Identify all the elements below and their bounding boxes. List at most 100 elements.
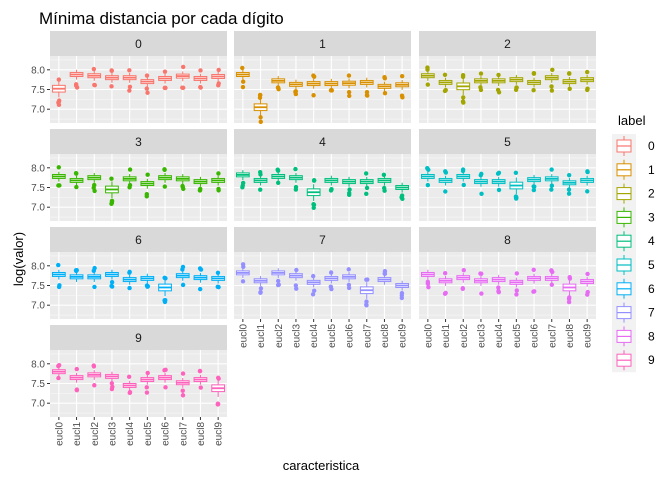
outlier-point [216, 171, 221, 176]
boxplot-eucl0 [51, 362, 66, 381]
boxplot-eucl1 [438, 169, 453, 194]
boxplot-eucl0 [420, 269, 435, 290]
boxplot-eucl5 [140, 172, 155, 199]
boxplot-eucl9 [211, 375, 226, 407]
boxplot-eucl5 [324, 270, 339, 292]
x-tick-label: eucl8 [196, 422, 207, 446]
outlier-point [461, 182, 466, 188]
outlier-point [275, 278, 281, 284]
outlier-point [162, 184, 168, 189]
facet-strip [419, 31, 596, 56]
outlier-point [56, 102, 62, 108]
outlier-point [364, 90, 370, 95]
outlier-point [399, 295, 405, 301]
outlier-point [567, 86, 572, 92]
y-tick-label: 8.0 [31, 65, 45, 76]
outlier-point [566, 191, 572, 196]
outlier-point [311, 73, 316, 78]
outlier-point [550, 269, 555, 275]
outlier-point [162, 368, 167, 373]
outlier-point [57, 283, 62, 288]
legend-item: 1 [612, 157, 655, 182]
facet-strip [234, 31, 411, 56]
boxplot-eucl0 [235, 262, 250, 284]
boxplot-eucl6 [158, 275, 172, 305]
outlier-point [347, 190, 352, 196]
outlier-point [310, 292, 316, 297]
x-tick-label: eucl4 [494, 324, 505, 348]
facet-panel: 2 [419, 31, 596, 123]
outlier-point [496, 285, 501, 290]
outlier-point [382, 188, 387, 193]
facet-strip-label: 4 [319, 135, 326, 149]
boxplot-eucl2 [456, 72, 471, 105]
facet-panel: 0 7.0 7.5 8.0 [31, 31, 227, 123]
boxplot-eucl3 [474, 171, 488, 196]
outlier-point [531, 88, 536, 93]
outlier-point [109, 201, 114, 206]
outlier-point [180, 393, 186, 398]
boxplot-eucl6 [342, 267, 356, 291]
x-axis-title: caracteristica [283, 458, 360, 473]
boxplot-eucl6 [527, 70, 541, 93]
outlier-point [127, 390, 133, 395]
x-tick-label: eucl1 [72, 422, 83, 446]
outlier-point [479, 191, 484, 196]
outlier-point [311, 93, 316, 98]
boxplot-eucl0 [235, 65, 250, 90]
y-tick-label: 7.5 [31, 281, 45, 292]
outlier-point [425, 82, 431, 87]
x-tick-label: eucl7 [362, 324, 373, 348]
outlier-point [257, 92, 263, 98]
legend-label: 1 [648, 163, 655, 177]
outlier-point [461, 267, 466, 273]
facet-panel: 4 [234, 129, 411, 221]
y-tick-label: 7.0 [31, 105, 45, 116]
boxplot-eucl6 [342, 73, 356, 99]
outlier-point [145, 284, 151, 289]
outlier-point [381, 172, 387, 178]
boxplot-eucl8 [377, 269, 392, 285]
outlier-point [198, 68, 203, 73]
outlier-point [460, 286, 465, 292]
boxplot-eucl2 [271, 167, 286, 185]
outlier-point [181, 186, 186, 192]
boxplot-eucl3 [474, 271, 488, 296]
outlier-point [514, 85, 519, 90]
outlier-point [92, 82, 97, 88]
boxplot-eucl6 [527, 267, 541, 294]
boxplot-eucl6 [527, 174, 541, 193]
boxplot-eucl5 [509, 74, 524, 92]
outlier-point [443, 169, 448, 174]
outlier-point [162, 299, 168, 305]
boxplot-eucl1 [438, 271, 453, 296]
y-tick-label: 7.5 [31, 85, 45, 96]
facet-strip [234, 129, 411, 154]
outlier-point [56, 77, 62, 82]
facet-strip [50, 227, 227, 252]
legend-label: 5 [648, 258, 655, 272]
x-tick-label: eucl9 [214, 422, 225, 446]
outlier-point [585, 292, 590, 297]
legend-item: 5 [612, 253, 655, 277]
facet-strip [50, 31, 227, 56]
outlier-point [496, 72, 501, 78]
boxplot-eucl8 [193, 368, 208, 390]
outlier-point [311, 178, 317, 183]
outlier-point [567, 274, 572, 280]
boxplot-eucl7 [359, 171, 374, 197]
outlier-point [549, 187, 554, 192]
outlier-point [275, 282, 281, 288]
outlier-point [127, 285, 132, 291]
outlier-point [584, 69, 590, 75]
boxplot-eucl9 [395, 73, 410, 100]
boxplot-eucl4 [491, 72, 506, 95]
outlier-point [363, 171, 369, 176]
x-tick-label: eucl6 [161, 422, 172, 446]
boxplot-eucl9 [580, 69, 595, 93]
x-tick-label: eucl4 [125, 422, 136, 446]
outlier-point [442, 271, 448, 276]
outlier-point [180, 388, 185, 393]
